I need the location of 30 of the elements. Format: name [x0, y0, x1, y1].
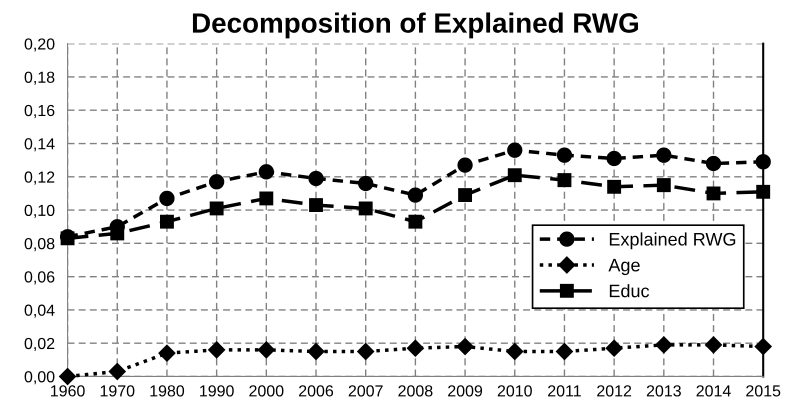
x-tick-label: 2012: [597, 385, 632, 397]
x-tick-label: 2015: [746, 385, 780, 397]
x-tick-label: 1960: [51, 385, 85, 397]
legend-label: Educ: [610, 284, 650, 298]
y-tick-label: 0,04: [24, 304, 55, 318]
x-tick-label: 2010: [498, 385, 532, 397]
x-tick-label: 2009: [448, 385, 482, 397]
x-tick-label: 2014: [696, 385, 731, 397]
x-tick-label: 1970: [100, 385, 134, 397]
legend-label: Explained RWG: [610, 232, 736, 250]
x-tick-label: 2007: [348, 385, 383, 397]
y-tick-label: 0,06: [24, 271, 54, 284]
x-tick-label: 2006: [299, 385, 334, 397]
x-tick-label: 2000: [249, 385, 284, 397]
legend-label: Age: [608, 258, 640, 276]
y-tick-label: 0,18: [24, 72, 54, 85]
y-tick-label: 0,20: [24, 38, 54, 52]
y-tick-label: 0,16: [24, 104, 54, 118]
y-tick-label: 0,08: [24, 238, 54, 252]
y-tick-label: 0,14: [24, 138, 55, 152]
x-tick-label: 2013: [646, 385, 681, 397]
chart-title: Decomposition of Explained RWG: [192, 12, 638, 38]
y-tick-label: 0,10: [24, 204, 54, 218]
x-tick-label: 2008: [398, 385, 432, 397]
x-tick-label: 1980: [150, 385, 184, 397]
y-tick-label: 0,02: [24, 338, 54, 352]
y-tick-label: 0,00: [24, 371, 54, 384]
y-tick-label: 0,12: [24, 171, 54, 185]
x-tick-label: 1990: [200, 385, 234, 397]
x-tick-label: 2011: [548, 385, 581, 397]
